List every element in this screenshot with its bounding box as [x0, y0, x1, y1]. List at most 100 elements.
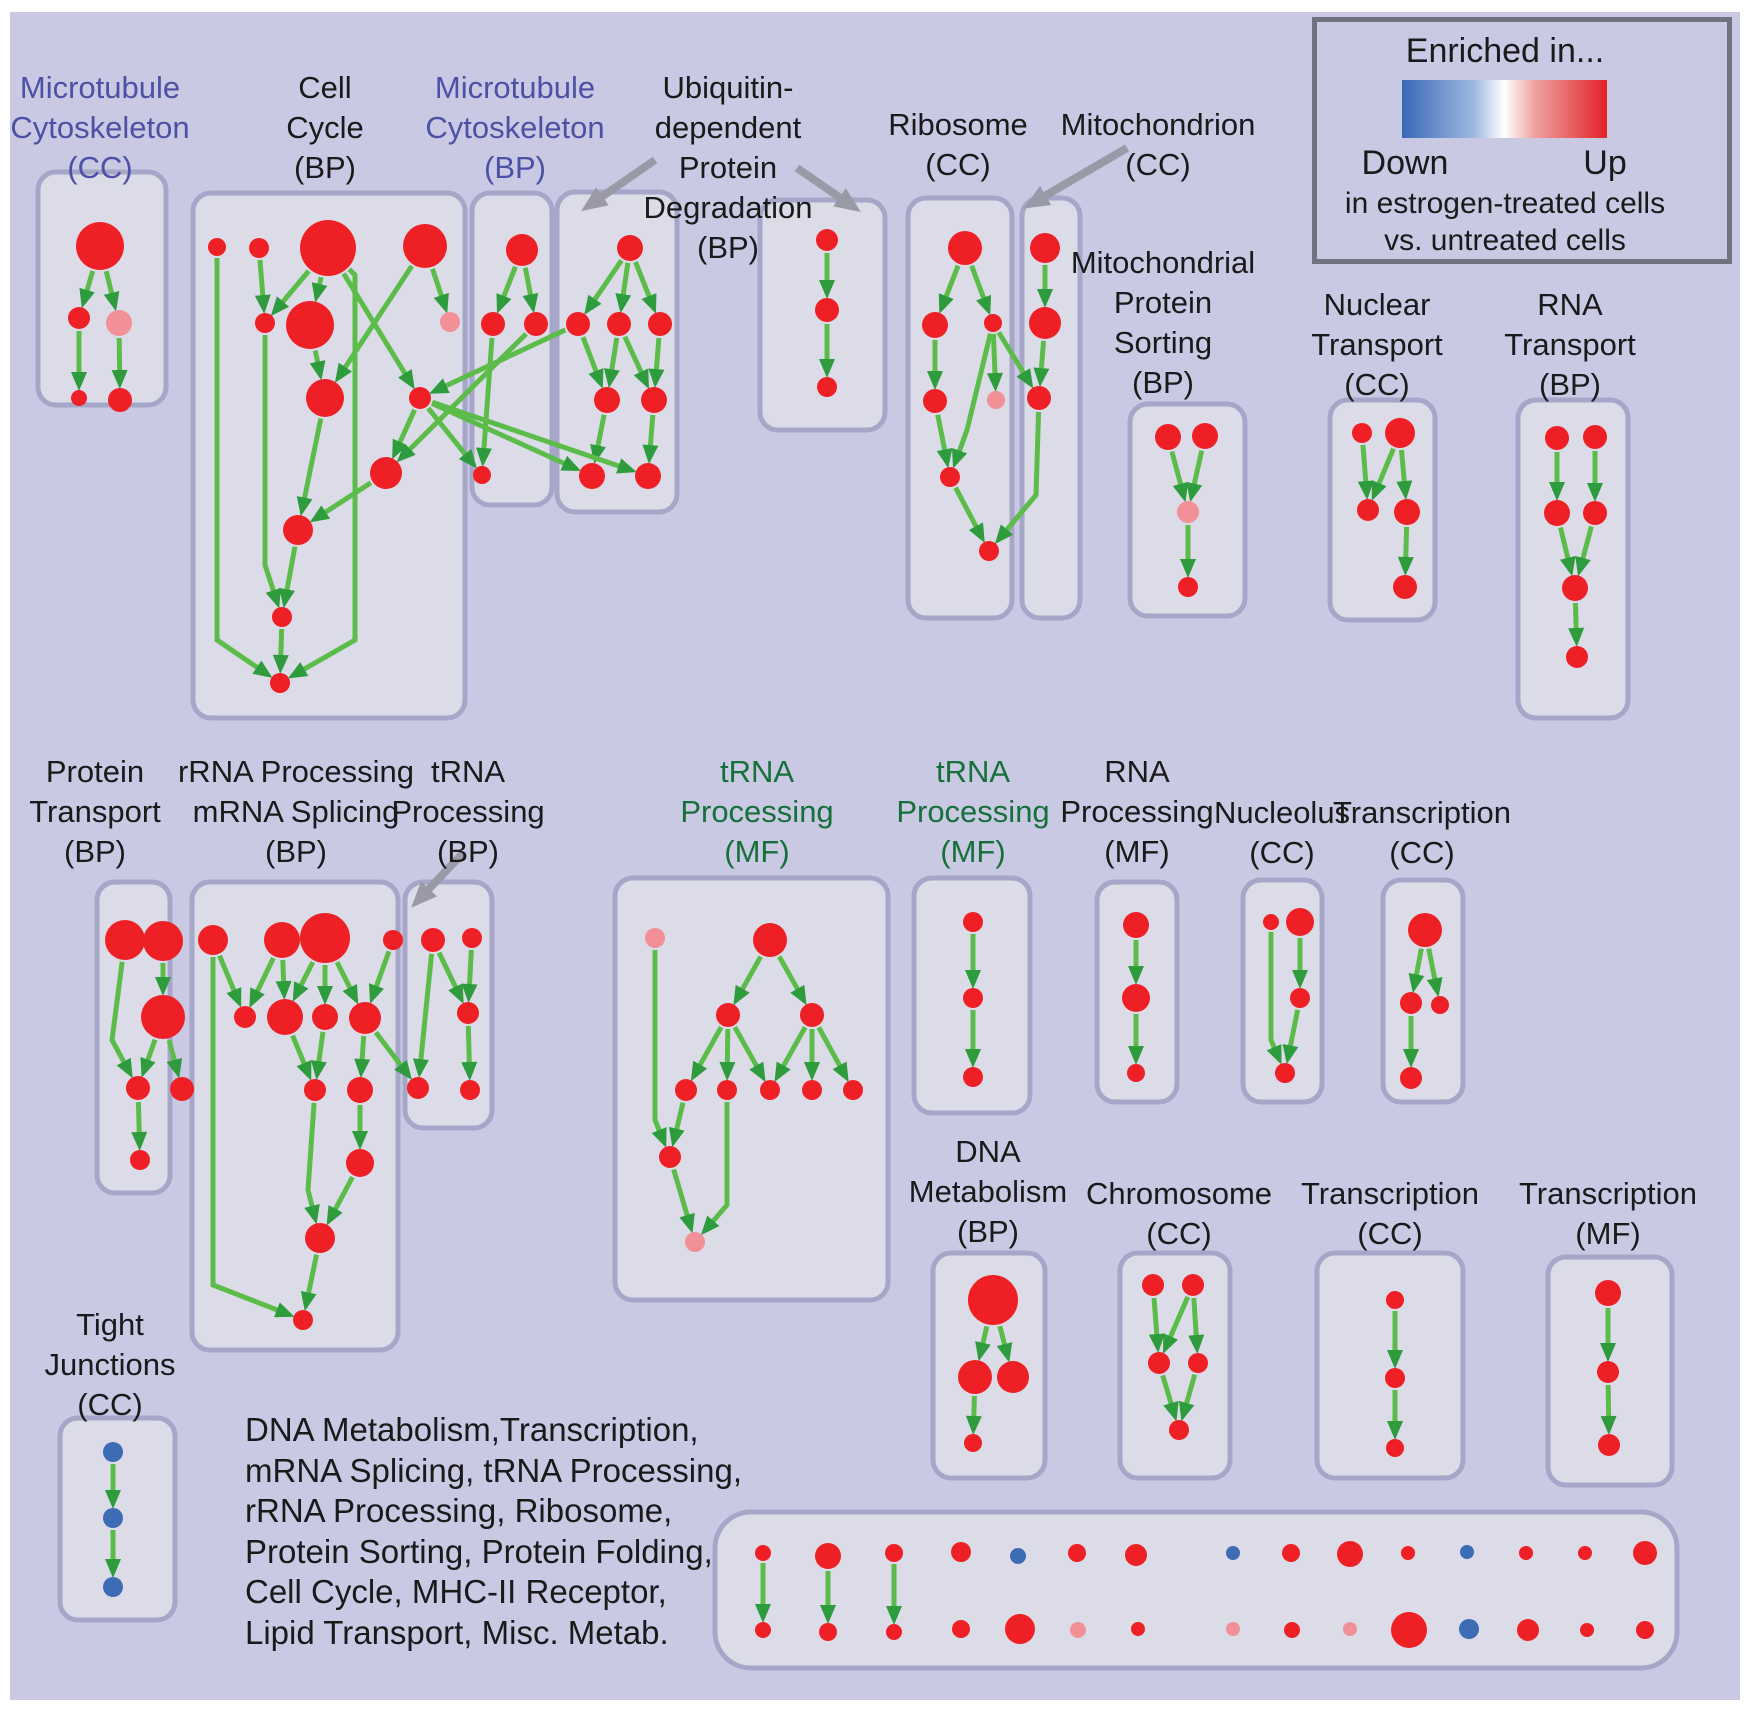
network-edge [103, 270, 120, 312]
network-edge [311, 1031, 327, 1081]
go-term-node [126, 1076, 150, 1100]
network-edge [1162, 1295, 1191, 1354]
go-term-node [1127, 1064, 1145, 1082]
go-term-node [71, 390, 87, 406]
go-term-node [1517, 1619, 1539, 1641]
mitochondrion-label: Mitochondrion (CC) [1060, 107, 1256, 182]
network-edge [1186, 450, 1205, 503]
label-pointer-arrow [411, 850, 466, 908]
go-term-node [1182, 1274, 1204, 1296]
go-term-node [1385, 1368, 1405, 1388]
go-term-node [1029, 307, 1061, 339]
network-edge [309, 349, 326, 381]
network-edge [1266, 932, 1282, 1065]
go-term-node [753, 923, 787, 957]
go-term-node [984, 314, 1002, 332]
go-term-node [108, 388, 132, 412]
trna-processing-mf-2-label: tRNA Processing (MF) [896, 754, 1050, 869]
network-edge [300, 1254, 319, 1312]
go-term-node [843, 1080, 863, 1100]
go-term-node [1633, 1541, 1657, 1565]
go-term-node [1352, 423, 1372, 443]
go-term-node [305, 1223, 335, 1253]
go-term-node [963, 1067, 983, 1087]
go-term-node [685, 1232, 705, 1252]
go-term-node [170, 1077, 194, 1101]
network-edge [368, 950, 392, 1004]
go-term-node [1123, 912, 1149, 938]
go-term-node [958, 1360, 992, 1394]
go-term-node [645, 928, 665, 948]
go-term-node [234, 1006, 256, 1028]
go-term-node [1385, 418, 1415, 448]
go-term-node [1177, 501, 1199, 523]
rna-transport-label: RNA Transport (BP) [1504, 287, 1636, 402]
network-edge [733, 955, 763, 1006]
network-edge [1357, 444, 1374, 501]
mitochondrial-protein-sorting-label: Mitochondrial Protein Sorting (BP) [1070, 245, 1256, 400]
go-term-node [349, 1002, 381, 1034]
go-term-node [421, 928, 445, 952]
go-term-node [948, 231, 982, 265]
network-edge [938, 264, 961, 314]
network-edge [816, 1026, 849, 1083]
summary-strip-box [712, 1509, 1680, 1671]
nucleolus-label: Nucleolus (CC) [1213, 795, 1351, 870]
annotation-arrows [411, 144, 1130, 908]
network-edge [671, 1168, 695, 1234]
go-term-node [1275, 1063, 1295, 1083]
go-term-node [409, 387, 431, 409]
go-term-node [1284, 1622, 1300, 1638]
network-edge [633, 261, 657, 314]
go-term-node [270, 673, 290, 693]
network-edge [522, 267, 539, 314]
network-edge [975, 1325, 991, 1362]
go-term-node [1263, 914, 1279, 930]
go-term-node [760, 1080, 780, 1100]
network-edge [732, 1025, 766, 1083]
ribosome-label: Ribosome (CC) [888, 107, 1028, 182]
go-term-node [460, 1080, 480, 1100]
network-edge [296, 418, 324, 517]
transcription-cc-mid-label: Transcription (CC) [1332, 795, 1512, 870]
network-edge [994, 411, 1042, 545]
go-term-node [1544, 500, 1570, 526]
go-term-node [951, 1542, 971, 1562]
go-term-node [462, 928, 482, 948]
go-term-node [716, 1003, 740, 1027]
go-term-node [130, 1150, 150, 1170]
network-edge [1188, 1297, 1205, 1355]
color-legend: Enriched in... Down Up in estrogen-treat… [1312, 17, 1732, 264]
network-edge [1033, 340, 1050, 388]
go-term-node [440, 312, 460, 332]
go-term-node [383, 930, 403, 950]
network-edge [700, 1102, 730, 1236]
trna-processing-bp-label: tRNA Processing (BP) [391, 754, 545, 869]
legend-title: Enriched in... [1405, 32, 1605, 70]
rrna-processing-mrna-splicing-label: rRNA Processing mRNA Splicing (BP) [177, 754, 415, 869]
chromosome-label: Chromosome (CC) [1085, 1176, 1273, 1251]
go-term-node [403, 224, 447, 268]
transcription-mf-label: Transcription (MF) [1518, 1176, 1698, 1251]
go-term-node [1391, 1612, 1427, 1648]
network-edge [1426, 948, 1443, 998]
network-edges [71, 253, 1617, 1625]
go-term-node [815, 298, 839, 322]
go-term-node [1337, 1541, 1363, 1567]
go-term-node [457, 1002, 479, 1024]
cell-cycle-label: Cell Cycle (BP) [286, 70, 364, 185]
go-term-node [607, 312, 631, 336]
go-term-node [579, 463, 605, 489]
network-edge [1148, 1297, 1165, 1354]
go-term-node [300, 913, 350, 963]
go-term-node [1188, 1353, 1208, 1373]
network-edge [1408, 948, 1425, 994]
tight-junctions-label: Tight Junctions (CC) [44, 1307, 176, 1422]
go-term-node [1030, 233, 1060, 263]
go-term-node [594, 387, 620, 413]
go-term-node [1566, 646, 1588, 668]
network-edge [287, 267, 358, 679]
go-term-node [717, 1080, 737, 1100]
go-term-node [968, 1275, 1018, 1325]
